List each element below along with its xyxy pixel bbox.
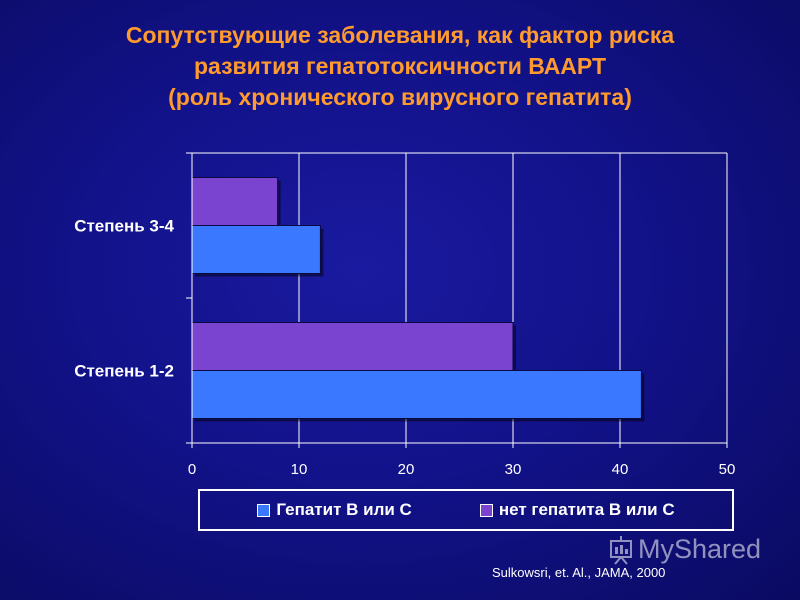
x-tick-label-30: 30 xyxy=(505,461,522,478)
category-label-1: Степень 1-2 xyxy=(74,362,174,381)
x-tick-label-0: 0 xyxy=(188,461,196,478)
legend-swatch-no-hepatitis xyxy=(479,503,493,517)
bar-no-hepatitis-0 xyxy=(191,177,279,226)
legend-item-hepatitis: Гепатит В или С xyxy=(257,500,412,520)
legend-item-no-hepatitis: нет гепатита В или С xyxy=(479,500,675,520)
source-citation: Sulkowsri, et. Al., JAMA, 2000 xyxy=(492,565,666,580)
slide-title: Сопутствующие заболевания, как фактор ри… xyxy=(40,20,760,113)
legend-label-no-hepatitis: нет гепатита В или С xyxy=(498,500,675,519)
presentation-icon xyxy=(608,535,634,565)
watermark-text: MyShared xyxy=(638,534,762,564)
x-tick-label-10: 10 xyxy=(291,461,308,478)
x-tick-label-50: 50 xyxy=(719,461,736,478)
bar-hepatitis-1 xyxy=(191,370,642,419)
bar-no-hepatitis-1 xyxy=(191,322,514,371)
watermark: MyShared xyxy=(608,534,761,565)
legend-swatch-hepatitis xyxy=(257,503,271,517)
x-tick-label-20: 20 xyxy=(398,461,415,478)
title-line-3: (роль хронического вирусного гепатита) xyxy=(168,84,632,110)
title-line-2: развития гепатотоксичности ВААРТ xyxy=(193,53,607,79)
chart-legend: Гепатит В или С нет гепатита В или С xyxy=(198,489,734,531)
x-tick-label-40: 40 xyxy=(612,461,629,478)
bar-hepatitis-0 xyxy=(191,225,321,274)
legend-label-hepatitis: Гепатит В или С xyxy=(276,500,412,519)
title-line-1: Сопутствующие заболевания, как фактор ри… xyxy=(125,22,675,48)
category-label-0: Степень 3-4 xyxy=(74,217,174,236)
